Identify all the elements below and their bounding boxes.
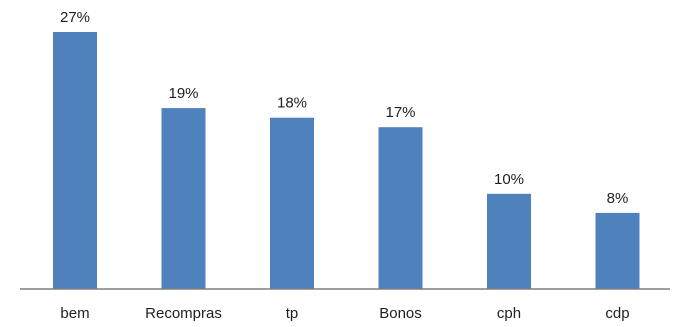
category-label-recompras: Recompras (145, 305, 222, 322)
data-label-cph: 10% (494, 171, 524, 188)
data-label-bonos: 17% (385, 104, 415, 121)
bar-recompras (161, 108, 206, 289)
category-label-bem: bem (60, 305, 89, 322)
data-label-tp: 18% (277, 95, 307, 112)
bar-bem (53, 32, 97, 289)
category-label-cdp: cdp (605, 305, 629, 322)
category-labels-group: bem Recompras tp Bonos cph cdp (60, 305, 629, 322)
data-label-recompras: 19% (168, 85, 198, 102)
data-label-cdp: 8% (607, 190, 629, 207)
bar-tp (270, 117, 314, 289)
category-label-cph: cph (497, 305, 521, 322)
bar-cph (487, 193, 531, 289)
data-label-bem: 27% (60, 9, 90, 26)
category-label-bonos: Bonos (379, 305, 422, 322)
bars-group (53, 32, 640, 289)
bar-bonos (378, 127, 423, 289)
data-labels-group: 27% 19% 18% 17% 10% 8% (60, 9, 628, 207)
category-label-tp: tp (286, 305, 299, 322)
bar-cdp (595, 212, 640, 289)
